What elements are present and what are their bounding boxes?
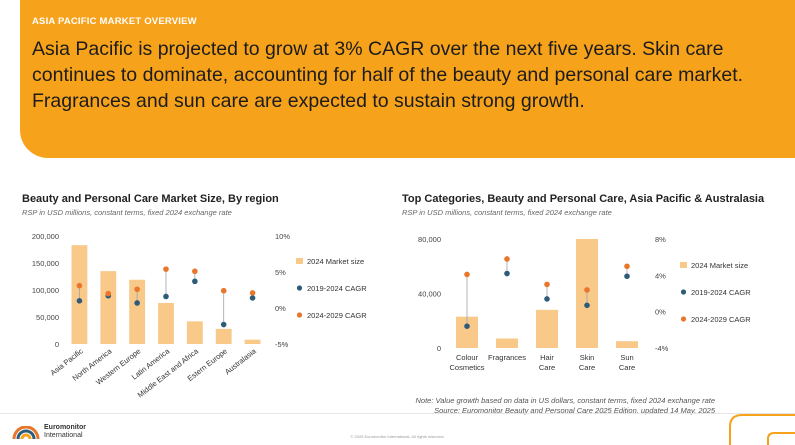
category-category-label: Hair [540,353,554,362]
region-bar [158,302,174,344]
category-category-label: Fragrances [488,353,526,362]
region-y2-tick-label: 0% [275,304,286,313]
euromonitor-logo: Euromonitor International [12,424,132,442]
chart-2-subtitle: RSP in USD millions, constant terms, fix… [402,208,612,217]
region-cagr-2019-2024-point [220,321,227,328]
region-y-tick-label: 150,000 [32,259,59,268]
chart-1-title: Beauty and Personal Care Market Size, By… [22,193,279,205]
category-cagr-2019-2024-point [504,270,510,277]
category-category-label: Colour [456,353,479,362]
region-cagr-2019-2024-point [192,278,198,285]
headline: Asia Pacific is projected to grow at 3% … [32,38,744,112]
region-cagr-2024-2029-point [134,286,140,293]
region-y2-tick-label: -5% [275,340,289,349]
category-legend-label: 2019-2024 CAGR [691,288,751,297]
category-cagr-2024-2029-point [544,281,550,288]
region-cagr-2019-2024-point [249,295,256,301]
category-cagr-2024-2029-point [624,263,630,270]
region-y2-tick-label: 10% [275,232,290,241]
footer-divider [0,413,795,414]
region-y-tick-label: 100,000 [32,286,59,295]
category-y2-tick-label: 8% [655,235,666,244]
source-line: Source: Euromonitor Beauty and Personal … [434,406,715,415]
category-bar [496,338,518,348]
region-y-tick-label: 50,000 [36,313,59,322]
section-eyebrow: ASIA PACIFIC MARKET OVERVIEW [32,16,197,27]
region-bar [186,321,203,344]
category-legend-label: 2024 Market size [691,261,748,270]
region-cagr-2024-2029-point [220,287,227,294]
region-market-size-chart: 200,000150,000100,00050,000010%5%0%-5%As… [32,232,367,400]
category-bar [616,341,638,348]
chart-1-subtitle: RSP in USD millions, constant terms, fix… [22,208,232,217]
copyright: © 2025 Euromonitor International. All ri… [350,434,445,439]
region-cagr-2024-2029-point [192,268,198,275]
category-category-label: Sun [620,353,633,362]
region-cagr-2024-2029-point [163,266,169,272]
category-category-label: Skin [580,353,595,362]
category-cagr-2024-2029-point [504,256,510,262]
category-category-label: Care [539,363,555,372]
category-legend-label: 2024-2029 CAGR [691,315,751,324]
region-cagr-2024-2029-point [105,290,112,297]
region-cagr-2024-2029-point [76,282,83,289]
category-category-label: Care [579,363,595,372]
region-category-label: Australasia [223,346,258,376]
category-category-label: Care [619,363,635,372]
region-y-tick-label: 200,000 [32,232,59,241]
category-cagr-2019-2024-point [464,323,470,329]
category-y-tick-label: 0 [437,344,441,353]
category-y2-tick-label: 0% [655,308,666,317]
corner-decoration [729,414,795,445]
brand-line-1: Euromonitor [44,424,86,431]
category-y2-tick-label: 4% [655,271,666,280]
note-line: Note: Value growth based on data in US d… [415,396,715,405]
region-legend-label: 2024-2029 CAGR [307,311,367,320]
category-y2-tick-label: -4% [655,344,669,353]
region-legend-swatch [296,285,303,291]
region-y-tick-label: 0 [55,340,59,349]
category-legend-swatch [680,289,687,295]
region-cagr-2024-2029-point [249,290,256,296]
region-bar [100,271,117,344]
category-cagr-2019-2024-point [584,302,590,309]
region-cagr-2019-2024-point [76,298,83,304]
region-bar [244,339,261,344]
logo-arc-icon [12,426,40,440]
region-legend-swatch [296,258,303,264]
region-bar [129,279,146,344]
region-legend-label: 2024 Market size [307,257,364,266]
region-bar [215,328,232,344]
category-bar [456,316,478,348]
category-legend-swatch [680,262,687,268]
category-y-tick-label: 40,000 [418,290,441,299]
header-banner [20,0,795,158]
region-y2-tick-label: 5% [275,268,286,277]
category-cagr-2019-2024-point [624,273,630,280]
region-cagr-2019-2024-point [163,293,169,300]
category-cagr-2024-2029-point [584,287,590,293]
category-bar [536,309,558,348]
category-cagr-2024-2029-point [464,271,470,278]
region-legend-swatch [296,312,303,318]
category-legend-swatch [680,316,687,322]
brand-line-2: International [44,432,83,439]
chart-2-title: Top Categories, Beauty and Personal Care… [402,193,765,205]
category-cagr-2019-2024-point [544,296,550,302]
region-cagr-2019-2024-point [134,300,140,306]
region-legend-label: 2019-2024 CAGR [307,284,367,293]
category-category-label: Cosmetics [449,363,484,372]
category-y-tick-label: 80,000 [418,235,441,244]
